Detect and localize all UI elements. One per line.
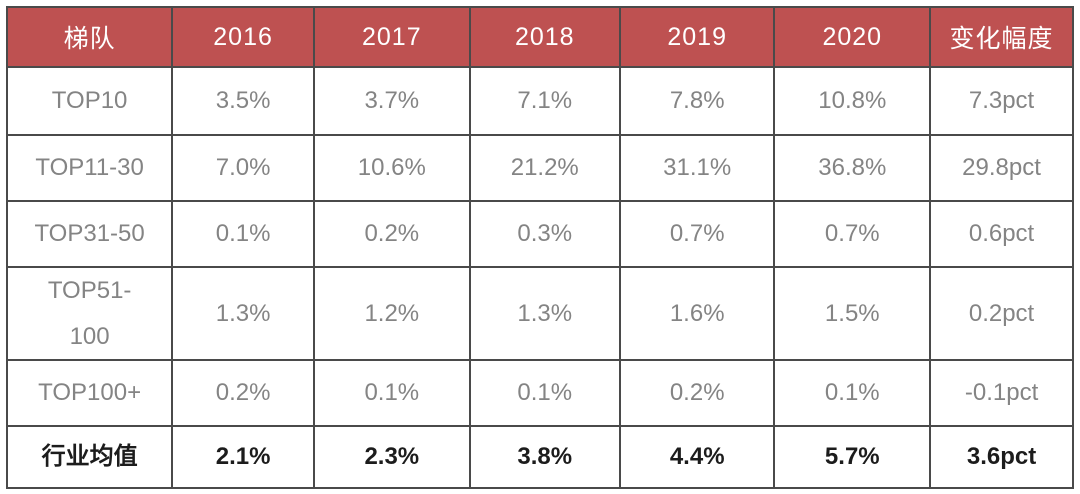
value-cell: 3.7% bbox=[312, 66, 471, 136]
value-cell: 7.1% bbox=[468, 66, 621, 136]
market-share-table: 梯队 2016 2017 2018 2019 2020 变化幅度 TOP10 3.5% 3.7%… bbox=[5, 6, 1074, 490]
value-cell: 10.8% bbox=[773, 66, 932, 136]
header-cell: 2018 bbox=[468, 6, 621, 68]
table-body: TOP10 3.5% 3.7% 7.1% 7.8% 10.8% 7.3pct TOP11-30… bbox=[5, 66, 1074, 490]
value-cell: 4.4% bbox=[618, 425, 776, 490]
tier-label-cell: TOP100+ bbox=[5, 359, 174, 428]
value-cell: 31.1% bbox=[618, 134, 776, 202]
value-cell: 0.3% bbox=[468, 200, 621, 268]
header-cell: 梯队 bbox=[5, 6, 174, 68]
value-cell: 0.1% bbox=[468, 359, 621, 428]
value-cell: 0.1% bbox=[312, 359, 471, 428]
table-row: TOP11-30 7.0% 10.6% 21.2% 31.1% 36.8% 29.8pct bbox=[5, 134, 1074, 202]
table-row: TOP51- 100 1.3% 1.2% 1.3% 1.6% 1.5% 0.2pct bbox=[5, 265, 1074, 362]
value-cell: 1.5% bbox=[773, 265, 932, 362]
value-cell: 0.1% bbox=[773, 359, 932, 428]
value-cell: 36.8% bbox=[773, 134, 932, 202]
tier-label-cell: TOP31-50 bbox=[5, 200, 174, 268]
header-cell: 2016 bbox=[171, 6, 315, 68]
value-cell: 0.2% bbox=[618, 359, 776, 428]
tier-label-cell: TOP10 bbox=[5, 66, 174, 136]
tier-label-cell: 行业均值 bbox=[5, 425, 174, 490]
value-cell: 21.2% bbox=[468, 134, 621, 202]
table-row: TOP100+ 0.2% 0.1% 0.1% 0.2% 0.1% -0.1pct bbox=[5, 359, 1074, 428]
value-cell: 5.7% bbox=[773, 425, 932, 490]
value-cell: 0.1% bbox=[171, 200, 315, 268]
value-cell: 2.1% bbox=[171, 425, 315, 490]
value-cell: 1.6% bbox=[618, 265, 776, 362]
value-cell: 7.0% bbox=[171, 134, 315, 202]
value-cell: 1.3% bbox=[468, 265, 621, 362]
tier-label-cell: TOP51- 100 bbox=[5, 265, 174, 362]
header-cell: 变化幅度 bbox=[929, 6, 1074, 68]
value-cell: 1.3% bbox=[171, 265, 315, 362]
value-cell: 29.8pct bbox=[929, 134, 1074, 202]
table-row: 行业均值 2.1% 2.3% 3.8% 4.4% 5.7% 3.6pct bbox=[5, 425, 1074, 490]
value-cell: 7.8% bbox=[618, 66, 776, 136]
value-cell: 0.2% bbox=[312, 200, 471, 268]
value-cell: 3.5% bbox=[171, 66, 315, 136]
header-cell: 2020 bbox=[773, 6, 932, 68]
value-cell: 10.6% bbox=[312, 134, 471, 202]
value-cell: 0.2% bbox=[171, 359, 315, 428]
tier-label-cell: TOP11-30 bbox=[5, 134, 174, 202]
value-cell: 0.7% bbox=[773, 200, 932, 268]
value-cell: -0.1pct bbox=[929, 359, 1074, 428]
header-cell: 2017 bbox=[312, 6, 471, 68]
value-cell: 1.2% bbox=[312, 265, 471, 362]
value-cell: 0.7% bbox=[618, 200, 776, 268]
value-cell: 3.8% bbox=[468, 425, 621, 490]
header-cell: 2019 bbox=[618, 6, 776, 68]
header-row: 梯队 2016 2017 2018 2019 2020 变化幅度 bbox=[5, 6, 1074, 68]
value-cell: 2.3% bbox=[312, 425, 471, 490]
value-cell: 0.6pct bbox=[929, 200, 1074, 268]
value-cell: 3.6pct bbox=[929, 425, 1074, 490]
table-row: TOP31-50 0.1% 0.2% 0.3% 0.7% 0.7% 0.6pct bbox=[5, 200, 1074, 268]
value-cell: 7.3pct bbox=[929, 66, 1074, 136]
table-row: TOP10 3.5% 3.7% 7.1% 7.8% 10.8% 7.3pct bbox=[5, 66, 1074, 136]
value-cell: 0.2pct bbox=[929, 265, 1074, 362]
